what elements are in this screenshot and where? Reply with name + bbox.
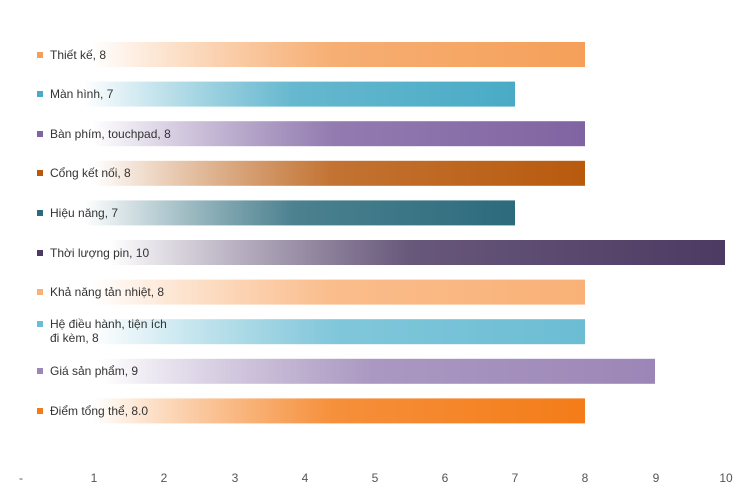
- x-tick-label: 2: [160, 471, 168, 485]
- x-tick-label: 10: [719, 471, 733, 485]
- bar-3: [25, 121, 585, 147]
- x-tick-label: 3: [231, 471, 239, 485]
- bar-8: [25, 319, 585, 345]
- x-tick-label: 4: [301, 471, 309, 485]
- x-tick-label: 7: [511, 471, 519, 485]
- bar-1: [25, 42, 585, 67]
- bar-2: [25, 81, 515, 107]
- x-tick-label: 9: [652, 471, 660, 485]
- x-tick-label: 1: [90, 471, 98, 485]
- x-tick-label: 6: [441, 471, 449, 485]
- bar-10: [25, 398, 585, 424]
- bar-6: [25, 240, 725, 265]
- x-tick-label: 8: [581, 471, 589, 485]
- bar-7: [25, 279, 585, 305]
- bar-4: [25, 160, 585, 186]
- x-tick-label: -: [19, 471, 23, 485]
- bar-5: [25, 200, 515, 226]
- bar-9: [25, 358, 655, 384]
- x-tick-label: 5: [371, 471, 379, 485]
